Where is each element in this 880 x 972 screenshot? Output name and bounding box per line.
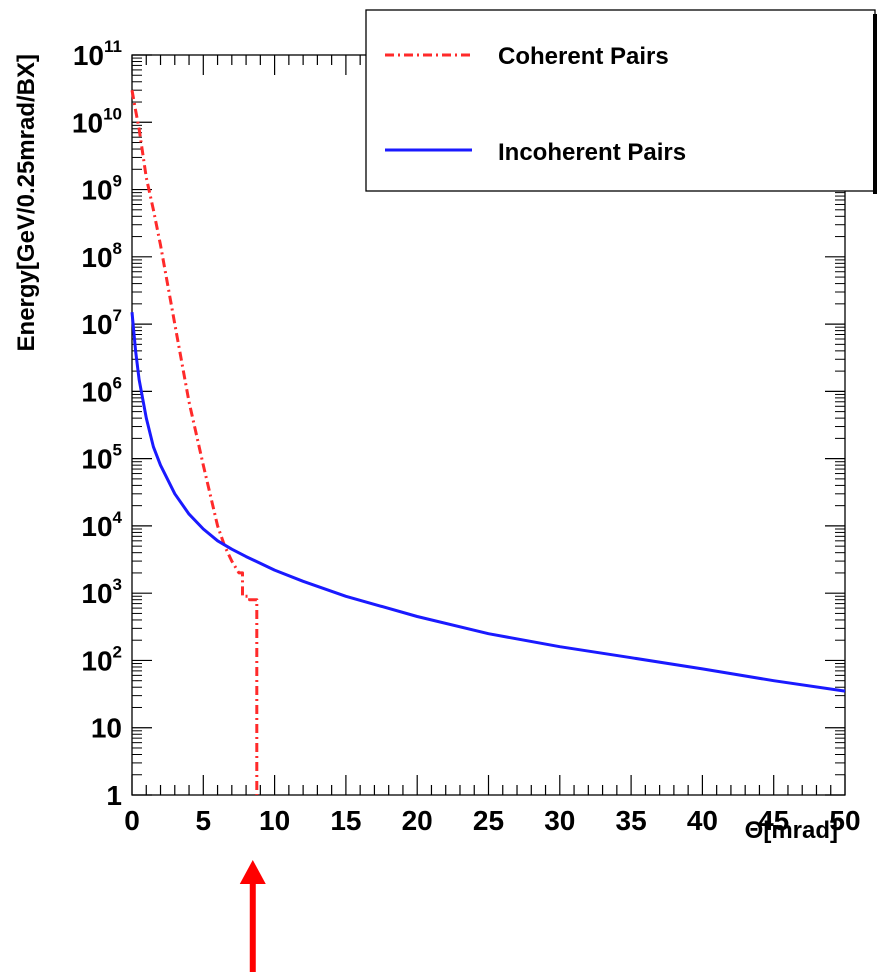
x-tick-label: 10: [259, 805, 290, 836]
x-tick-label: 15: [330, 805, 361, 836]
y-tick-label: 1: [106, 780, 122, 811]
series-line-coherent: [130, 89, 259, 795]
arrow-annotation: [239, 860, 266, 972]
y-tick-label: 1011: [73, 37, 122, 71]
legend-shadow: [873, 14, 877, 194]
y-tick-label: 103: [81, 575, 122, 609]
axis-ticks: [131, 54, 846, 796]
y-tick-label: 1010: [72, 104, 122, 138]
x-tick-label: 40: [687, 805, 718, 836]
arrow-head: [239, 860, 266, 884]
x-tick-label: 25: [473, 805, 504, 836]
x-tick-label: 5: [196, 805, 212, 836]
series-line-incoherent: [130, 312, 846, 693]
series-layer: [130, 89, 846, 795]
y-tick-labels: 1 10 102 103 104 105 106 107 108 109 1010 1011: [72, 37, 123, 811]
legend-box: [365, 9, 876, 192]
x-tick-labels: 0 5 10 15 20 25 30 35 40 45 50: [124, 805, 860, 836]
y-tick-label: 102: [81, 642, 122, 676]
x-tick-label: 30: [544, 805, 575, 836]
legend-label-coherent: Coherent Pairs: [498, 43, 669, 70]
x-tick-label: 0: [124, 805, 140, 836]
y-tick-label: 107: [81, 306, 122, 340]
y-tick-label: 108: [81, 239, 122, 273]
y-tick-label: 105: [81, 441, 122, 475]
x-tick-label: 35: [616, 805, 647, 836]
x-axis-title: Θ[mrad]: [745, 817, 838, 844]
legend-label-incoherent: Incoherent Pairs: [498, 139, 686, 166]
x-tick-label: 20: [402, 805, 433, 836]
y-tick-label: 104: [81, 508, 122, 542]
x-tick-label: 50: [829, 805, 860, 836]
y-tick-label: 106: [81, 373, 122, 407]
y-tick-label: 109: [81, 172, 122, 206]
legend: Coherent Pairs Incoherent Pairs: [365, 9, 877, 194]
y-axis-title: Energy[GeV/0.25mrad/BX]: [13, 54, 40, 351]
y-tick-label: 10: [91, 713, 122, 744]
x-tick-label: 45: [758, 805, 789, 836]
